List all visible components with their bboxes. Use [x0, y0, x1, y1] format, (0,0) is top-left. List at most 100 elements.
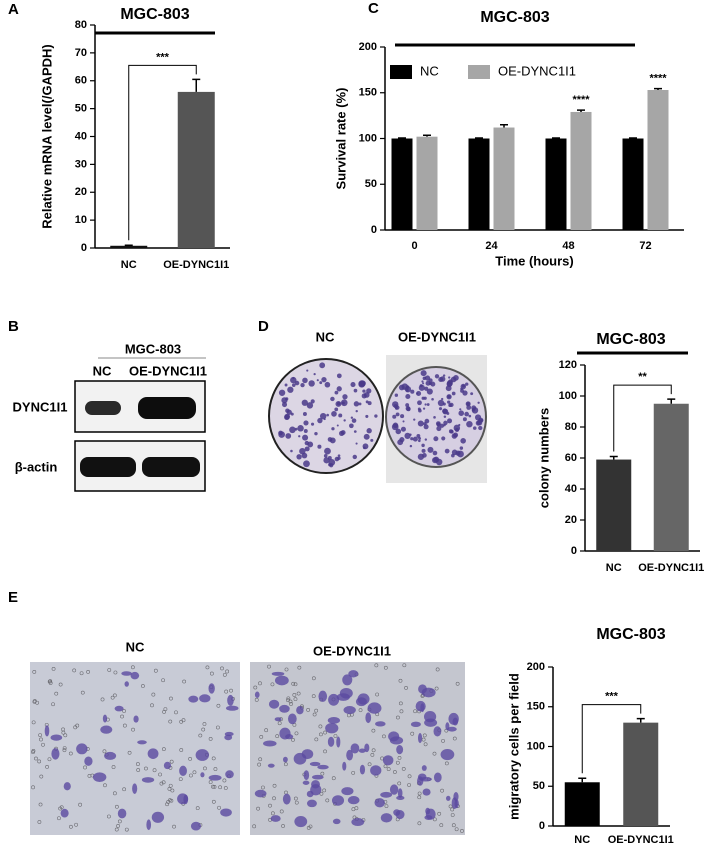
colony [457, 451, 464, 458]
bar [110, 246, 147, 248]
colony [430, 382, 435, 387]
legend-label: NC [420, 63, 439, 78]
colony [349, 423, 354, 428]
y-tick-label: 20 [75, 186, 87, 198]
colony [418, 439, 421, 442]
cell [441, 749, 455, 760]
colony [364, 434, 370, 440]
error-bar [192, 79, 200, 92]
colony [448, 379, 453, 384]
y-tick-label: 120 [559, 359, 577, 371]
colony [365, 415, 368, 418]
colony [443, 409, 449, 415]
colony [343, 419, 345, 421]
colony [416, 391, 421, 396]
colony [459, 408, 461, 410]
cell [64, 782, 71, 790]
error-bar [637, 719, 645, 723]
y-tick-label: 150 [359, 87, 377, 99]
cell [142, 777, 154, 783]
colony [422, 449, 426, 453]
x-tick-label: 24 [485, 240, 498, 252]
colony [436, 426, 441, 431]
colony [413, 418, 415, 420]
cell [208, 683, 214, 693]
bar [392, 139, 413, 231]
blot-title: MGC-803 [125, 341, 181, 356]
y-tick-label: 40 [75, 130, 87, 142]
chart-title: MGC-803 [596, 331, 665, 348]
bar [469, 139, 490, 231]
colony [447, 401, 450, 404]
colony [284, 415, 289, 420]
colony [418, 421, 424, 427]
y-tick-label: 20 [565, 514, 577, 526]
error-bar [125, 245, 133, 246]
legend-swatch [390, 65, 412, 79]
colony [290, 450, 293, 453]
cell [310, 762, 321, 766]
colony [460, 438, 466, 444]
colony [328, 459, 335, 466]
colony [410, 390, 414, 394]
colony [425, 438, 427, 440]
colony [421, 370, 427, 376]
error-bar [610, 456, 618, 459]
colony [458, 410, 464, 416]
colony [433, 436, 438, 441]
y-axis-label: Survival rate (%) [333, 88, 348, 190]
y-tick-label: 100 [559, 390, 577, 402]
x-tick-label: 0 [411, 240, 417, 252]
cell [279, 705, 290, 713]
cell [303, 781, 310, 785]
colony [341, 430, 346, 435]
colony [285, 384, 288, 387]
colony [420, 384, 423, 387]
colony [319, 381, 322, 384]
cell [317, 765, 328, 770]
cell [84, 756, 92, 765]
colony [405, 394, 410, 399]
cell [125, 681, 129, 686]
cell [226, 706, 239, 711]
colony [396, 412, 400, 416]
colony [397, 439, 403, 445]
cell [348, 670, 358, 677]
cell [342, 762, 346, 771]
bar [494, 128, 515, 230]
cell [183, 795, 188, 805]
x-tick-label: 48 [562, 240, 574, 252]
colony [422, 397, 425, 400]
panel-letter: E [8, 589, 18, 606]
panel-letter: A [8, 1, 19, 18]
cell [100, 725, 112, 733]
y-axis-label: Relative mRNA level(/GAPDH) [39, 44, 54, 228]
colony [477, 402, 479, 404]
x-tick-label: OE-DYNC1I1 [608, 834, 674, 846]
western-blot: MGC-803 NC OE-DYNC1I1 DYNC1I1 β-actin [13, 341, 207, 491]
colony [314, 373, 316, 375]
x-tick-label: OE-DYNC1I1 [638, 562, 704, 574]
colony [317, 445, 321, 449]
lane-label: OE-DYNC1I1 [129, 363, 207, 378]
cell [93, 772, 106, 782]
cell [375, 721, 386, 726]
colony [431, 398, 434, 401]
significance: *** [156, 51, 170, 63]
colony [464, 412, 469, 417]
colony [463, 417, 467, 421]
colony [446, 394, 451, 399]
colony [422, 382, 424, 384]
colony [433, 416, 436, 419]
colony [452, 392, 456, 396]
colony [306, 369, 308, 371]
colony [359, 402, 362, 405]
cell [288, 713, 297, 724]
y-tick-label: 100 [359, 132, 377, 144]
cell [121, 671, 132, 676]
colony [337, 386, 342, 391]
x-tick-label: 72 [639, 240, 651, 252]
cell [333, 819, 341, 824]
cell [76, 743, 87, 754]
